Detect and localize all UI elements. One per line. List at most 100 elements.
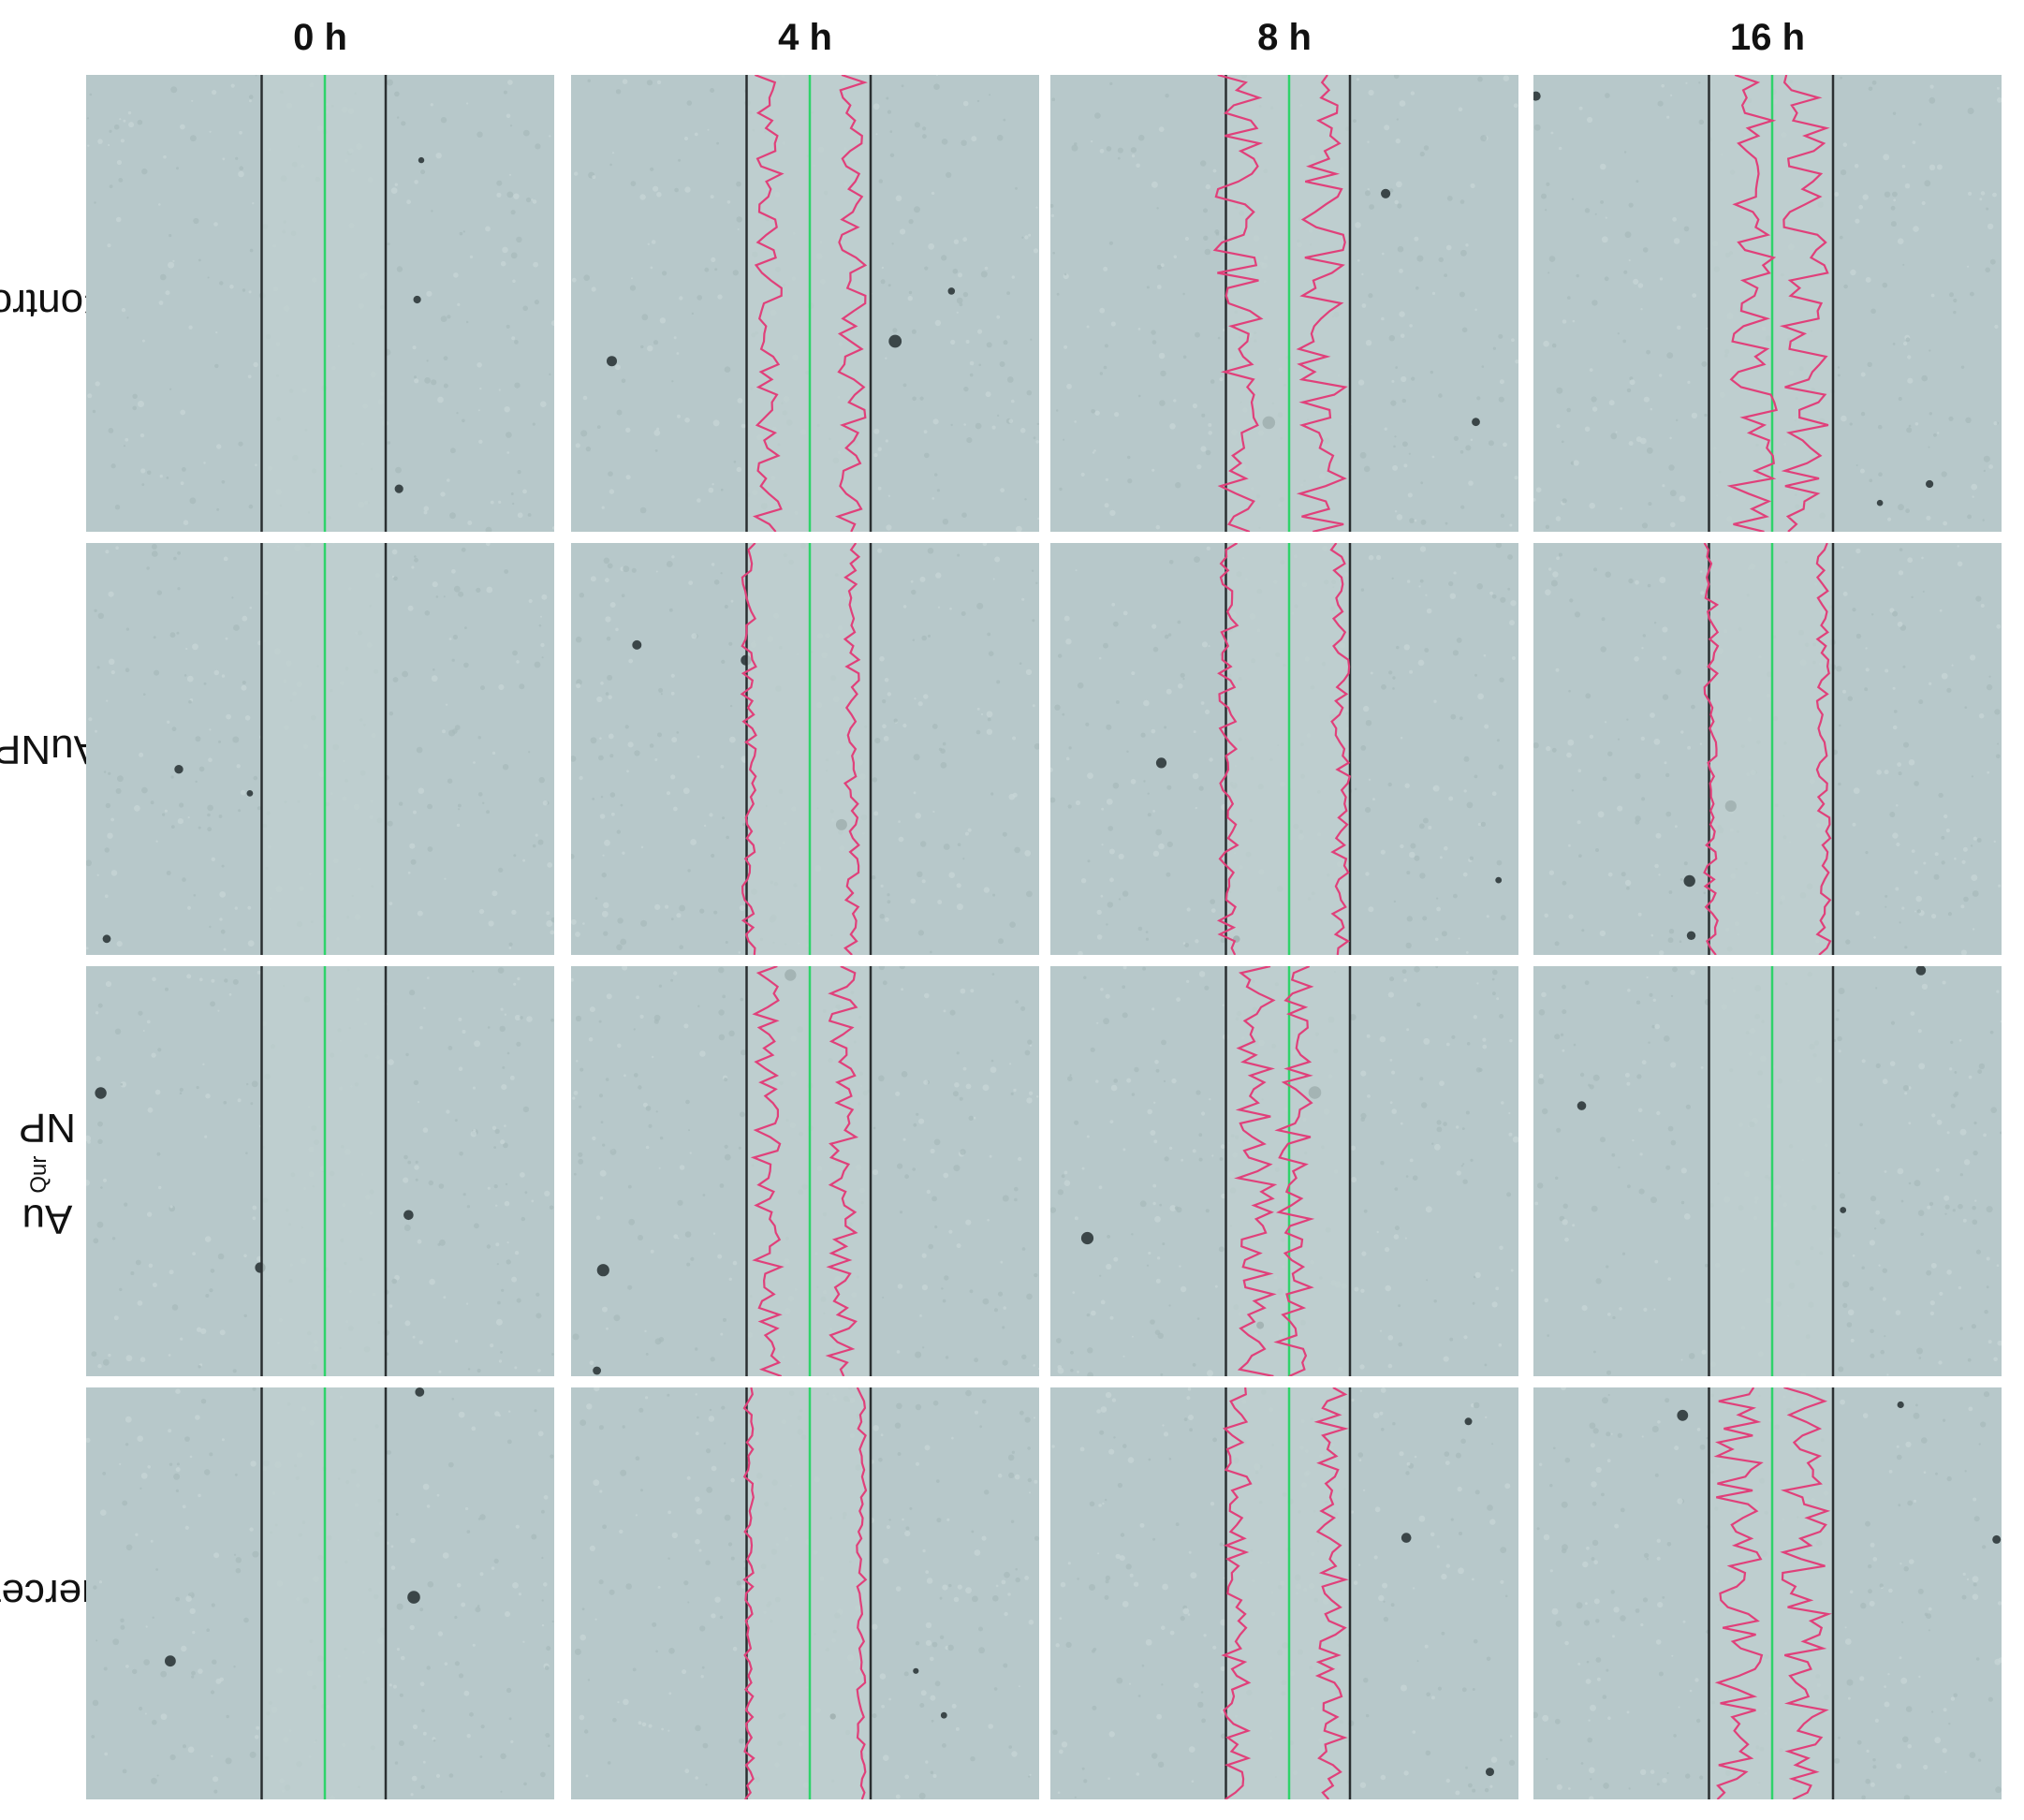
cell-texture-speck [708,1416,715,1422]
cell-texture-speck [1491,791,1497,797]
cell-texture-speck [1918,1675,1921,1679]
cell-texture-speck [454,1119,458,1123]
cell-texture-speck [1359,1389,1362,1392]
micrograph-panel [86,1387,554,1799]
cell-texture-speck [1404,1237,1407,1240]
cell-texture-speck [1118,853,1124,859]
cell-texture-speck [477,1518,481,1520]
debris-particle [947,287,956,295]
cell-texture-speck [476,587,481,593]
cell-texture-speck [1101,844,1104,846]
micrograph-panel [571,966,1039,1376]
cell-texture-speck [1182,678,1185,681]
cell-texture-speck [1498,396,1504,403]
cell-texture-speck [435,1773,441,1778]
cell-texture-speck [1140,732,1146,738]
cell-texture-speck [647,242,650,245]
debris-particle [1897,1401,1904,1409]
cell-texture-speck [1068,746,1072,750]
cell-texture-speck [1473,1015,1477,1020]
cell-texture-speck [110,817,114,822]
cell-texture-speck [252,1205,257,1211]
cell-texture-speck [1161,1683,1164,1686]
cell-texture-speck [137,1435,143,1442]
cell-texture-speck [1403,463,1408,468]
cell-texture-speck [389,1304,393,1308]
cell-front-contour [740,543,757,955]
cell-texture-speck [1365,720,1372,727]
cell-texture-speck [600,682,604,685]
cell-texture-speck [467,521,473,525]
cell-texture-speck [1606,1431,1611,1437]
cell-texture-speck [212,90,217,95]
cell-texture-speck [1555,1621,1562,1627]
cell-texture-speck [1510,600,1517,607]
cell-texture-speck [592,1136,596,1141]
cell-texture-speck [1583,1620,1590,1626]
cell-texture-speck [1590,1778,1592,1781]
cell-texture-speck [1968,191,1973,196]
cell-texture-speck [1842,142,1848,147]
cell-texture-speck [728,1030,735,1036]
cell-texture-speck [1465,1766,1468,1769]
cell-texture-speck [1998,884,2002,888]
cell-texture-speck [1980,604,1985,608]
cell-texture-speck [1414,236,1419,242]
cell-texture-speck [620,803,623,807]
cell-texture-speck [426,290,433,297]
cell-texture-speck [193,217,199,225]
cell-texture-speck [509,125,513,127]
cell-texture-speck [1838,782,1841,786]
cell-texture-speck [1627,1184,1631,1189]
cell-texture-speck [931,1196,937,1202]
cell-texture-speck [1545,209,1547,212]
cell-texture-speck [730,1556,735,1561]
cell-texture-speck [1978,1758,1982,1762]
cell-texture-speck [899,966,905,970]
cell-texture-speck [645,1396,649,1400]
cell-texture-speck [1163,1079,1166,1083]
cell-texture-speck [443,356,448,361]
cell-texture-speck [424,377,431,384]
cell-texture-speck [611,812,615,816]
cell-texture-speck [1499,677,1504,682]
cell-texture-speck [1842,1302,1848,1308]
cell-texture-speck [1499,1014,1504,1019]
cell-front-contour [1216,543,1239,955]
cell-texture-speck [878,1075,885,1082]
cell-texture-speck [1869,478,1873,483]
cell-texture-speck [170,775,174,779]
cell-texture-speck [216,444,222,449]
cell-texture-speck [209,925,212,929]
cell-texture-speck [1077,1578,1079,1580]
cell-texture-speck [582,395,588,401]
cell-texture-speck [1682,1620,1686,1623]
cell-texture-speck [1670,1139,1677,1146]
cell-texture-speck [144,1712,147,1715]
cell-texture-speck [1560,1033,1564,1036]
cell-texture-speck [1177,620,1181,624]
cell-texture-speck [931,497,935,500]
cell-texture-speck [500,1007,504,1011]
cell-texture-speck [969,1289,974,1294]
cell-texture-speck [414,378,419,384]
cell-texture-speck [914,697,917,700]
cell-texture-speck [1130,779,1137,785]
cell-texture-speck [108,771,111,775]
cell-texture-speck [1481,365,1485,368]
cell-texture-speck [1057,1365,1063,1370]
cell-texture-speck [942,1584,948,1591]
cell-texture-speck [154,669,160,676]
cell-texture-speck [1960,949,1967,955]
cell-texture-speck [1996,1264,2000,1267]
cell-texture-speck [1862,1413,1869,1418]
cell-texture-speck [1077,682,1084,689]
cell-texture-speck [724,1078,728,1082]
cell-texture-speck [232,1369,237,1373]
debris-particle [1533,91,1541,101]
cell-texture-speck [1662,1596,1665,1599]
cell-texture-speck [712,1232,716,1235]
cell-texture-speck [1214,229,1220,235]
cell-texture-speck [1605,721,1607,724]
cell-texture-speck [707,128,710,131]
